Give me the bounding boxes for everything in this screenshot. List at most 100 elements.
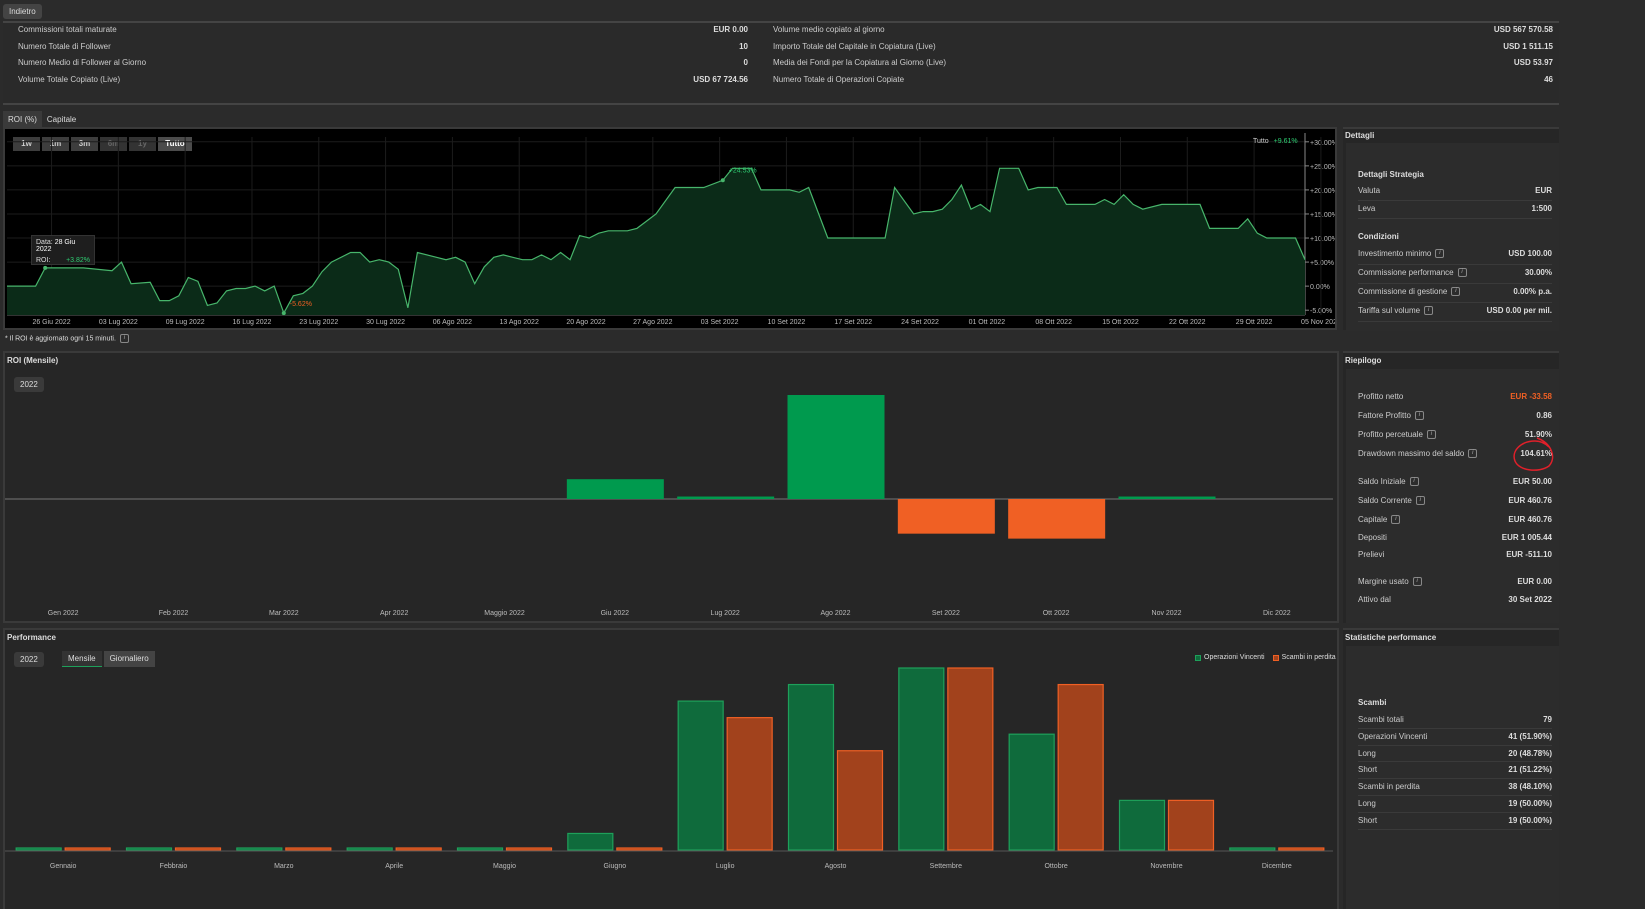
- stat-value: USD 53.97: [1513, 58, 1553, 68]
- row-label: Fattore Profitto i: [1358, 411, 1424, 421]
- row-value: EUR -511.10: [1506, 550, 1552, 559]
- info-icon[interactable]: i: [1391, 515, 1401, 525]
- row-label-text: Depositi: [1358, 533, 1387, 542]
- win-bar: [677, 700, 724, 851]
- month-label: Marzo: [274, 863, 294, 870]
- roi-line-chart: +30.00% +25.00% +20.00% +15.00% +10.00% +5.00…: [7, 133, 1335, 326]
- month-label: Apr 2022: [379, 610, 409, 617]
- info-icon[interactable]: i: [1468, 449, 1478, 459]
- loss-bar: [836, 750, 884, 851]
- x-tick-label: 27 Ago 2022: [633, 319, 672, 326]
- range-button-1m[interactable]: 1m: [42, 137, 69, 151]
- info-icon[interactable]: i: [1426, 430, 1436, 440]
- range-button-1y[interactable]: 1y: [129, 137, 156, 151]
- loss-bar: [395, 847, 442, 851]
- range-button-6m[interactable]: 6m: [100, 137, 127, 151]
- roi-monthly-year-select[interactable]: 2022: [14, 377, 44, 392]
- x-tick-label: 24 Set 2022: [901, 319, 939, 326]
- row-value: EUR -33.58: [1510, 392, 1552, 401]
- y-tick-label: +5.00%: [1310, 260, 1334, 267]
- loss-bar: [1057, 683, 1104, 851]
- roi-tabs: ROI (%) Capitale: [3, 111, 81, 128]
- info-icon[interactable]: i: [1457, 268, 1467, 278]
- detail-row: Operazioni Vincenti 41 (51.90%): [1358, 729, 1552, 746]
- roi-line: [7, 167, 1306, 315]
- tab-capitale[interactable]: Capitale: [46, 115, 77, 124]
- month-label: Gennaio: [49, 863, 77, 870]
- row-divider: [1358, 794, 1552, 796]
- range-button-tutto[interactable]: Tutto: [158, 137, 192, 151]
- x-tick-label: 29 Ott 2022: [1236, 319, 1273, 326]
- info-icon[interactable]: i: [1412, 577, 1422, 587]
- row-label-text: Profitto percetuale: [1358, 430, 1423, 439]
- month-label: Nov 2022: [1151, 610, 1182, 617]
- info-icon[interactable]: i: [119, 334, 129, 343]
- monthly-roi-bar: [566, 479, 664, 499]
- row-value: USD 100.00: [1508, 249, 1552, 258]
- loss-bar: [285, 847, 332, 851]
- legend-loss: Scambi in perdita: [1272, 654, 1336, 661]
- row-value: 51.90%: [1524, 430, 1552, 439]
- back-button[interactable]: Indietro: [3, 4, 42, 19]
- row-label: Short: [1358, 816, 1377, 825]
- stat-row: Numero Medio di Follower al Giorno 0: [18, 58, 748, 70]
- range-button-1w[interactable]: 1w: [13, 137, 40, 151]
- legend-loss-label: Scambi in perdita: [1281, 654, 1336, 661]
- info-icon[interactable]: i: [1414, 411, 1424, 421]
- row-value: 0.00% p.a.: [1513, 287, 1552, 296]
- legend-win-swatch: [1195, 654, 1201, 661]
- row-label-text: Long: [1358, 748, 1376, 758]
- win-bar: [236, 847, 283, 851]
- row-value: 38 (48.10%): [1508, 782, 1552, 792]
- row-label-text: Commissione di gestione: [1358, 287, 1448, 296]
- tab-mensile[interactable]: Mensile: [62, 651, 102, 667]
- row-divider: [1358, 218, 1552, 219]
- month-label: Ago 2022: [820, 610, 851, 617]
- detail-row: Commissione performance i 30.00%: [1358, 265, 1552, 284]
- detail-row: Short 21 (51.22%): [1358, 762, 1552, 780]
- row-label: Drawdown massimo del saldo i: [1358, 449, 1478, 459]
- loss-bar: [726, 717, 773, 851]
- win-bar: [1008, 733, 1055, 851]
- row-value: 1:500: [1531, 204, 1552, 213]
- y-tick-label: +15.00%: [1310, 212, 1335, 219]
- performance-year-select[interactable]: 2022: [14, 652, 44, 667]
- info-icon[interactable]: i: [1451, 287, 1461, 297]
- info-icon[interactable]: i: [1424, 306, 1434, 316]
- row-divider: [1358, 283, 1552, 284]
- x-tick-label: 17 Set 2022: [834, 319, 872, 326]
- row-label: Attivo dal: [1358, 595, 1391, 604]
- loss-bar: [616, 847, 663, 851]
- row-label-text: Profitto netto: [1358, 392, 1404, 401]
- month-label: Agosto: [824, 863, 847, 870]
- win-bar: [1229, 847, 1276, 851]
- stat-value: 0: [743, 58, 748, 68]
- info-icon[interactable]: i: [1435, 249, 1445, 259]
- info-icon[interactable]: i: [1409, 477, 1419, 487]
- row-label-text: Drawdown massimo del saldo: [1358, 449, 1465, 458]
- loss-bar: [174, 847, 222, 851]
- row-label: Investimento minimo i: [1358, 249, 1445, 259]
- x-tick-label: 03 Set 2022: [701, 319, 739, 326]
- monthly-roi-bar: [897, 499, 995, 534]
- min-point: [281, 311, 286, 316]
- month-label: Ottobre: [1044, 863, 1068, 870]
- roi-monthly-x-axis: Gen 2022 Feb 2022 Mar 2022 Apr 2022 Maggio 2…: [5, 610, 1337, 620]
- row-value: USD 0.00 per mil.: [1486, 306, 1552, 315]
- tab-roi[interactable]: ROI (%): [3, 111, 42, 128]
- performance-panel: Performance 2022 Mensile Giornaliero Ope…: [3, 628, 1339, 909]
- chart-range-legend: Tutto +9.61%: [1253, 138, 1298, 145]
- row-value: 19 (50.00%): [1508, 815, 1552, 825]
- detail-row: Scambi in perdita 38 (48.10%): [1358, 779, 1552, 796]
- tab-giornaliero[interactable]: Giornaliero: [103, 651, 155, 667]
- row-value: 20 (48.78%): [1508, 748, 1552, 758]
- top-stats-panel: Commissioni totali maturate EUR 0.00 Numer…: [3, 21, 1559, 105]
- row-label-text: Operazioni Vincenti: [1358, 731, 1428, 741]
- roi-note-text: * Il ROI è aggiornato ogni 15 minuti.: [5, 335, 116, 343]
- range-button-3m[interactable]: 3m: [71, 137, 98, 151]
- info-icon[interactable]: i: [1415, 496, 1425, 506]
- detail-row: Long 20 (48.78%): [1358, 746, 1552, 763]
- row-value: EUR 50.00: [1512, 477, 1552, 486]
- perf-stats-title: Statistiche performance: [1345, 633, 1437, 642]
- row-label-text: Leva: [1358, 204, 1376, 213]
